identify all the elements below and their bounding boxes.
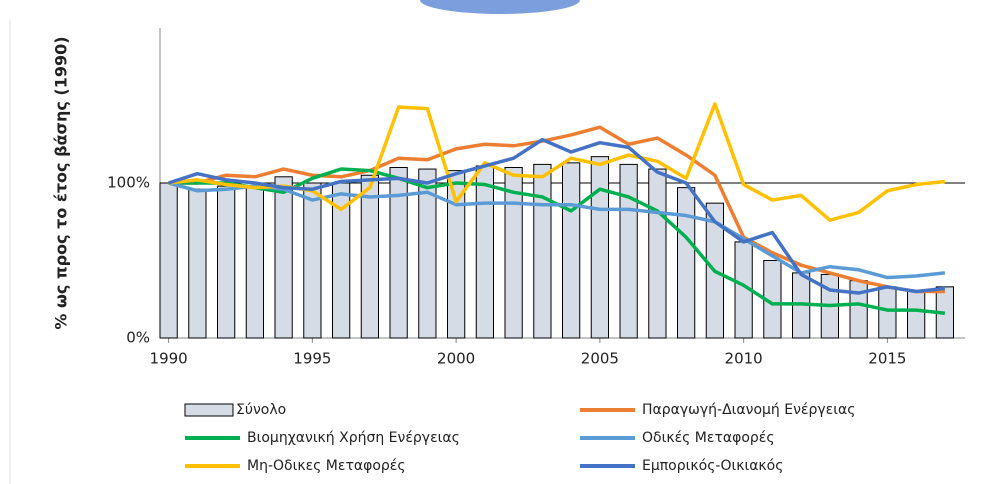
x-tick-label: 2010 [725, 350, 763, 368]
bar [418, 168, 437, 339]
y-tick-label: 100% [107, 174, 150, 192]
y-axis-label: % ως προς το έτος βάσης (1990) [52, 36, 71, 329]
bar [447, 170, 466, 339]
bar [677, 187, 696, 339]
line [168, 137, 946, 295]
legend-label: Μη-Οδικες Μεταφορές [247, 458, 406, 474]
x-tick-label: 1995 [293, 350, 331, 368]
bar [360, 174, 379, 339]
bar [217, 185, 236, 339]
bar [188, 188, 207, 339]
line [168, 181, 946, 280]
bar [619, 163, 638, 339]
bar [533, 163, 552, 339]
bar [648, 168, 667, 339]
legend-swatch [184, 403, 234, 417]
x-tick-label: 2015 [868, 350, 906, 368]
x-tick-label: 1990 [150, 350, 188, 368]
bar [849, 280, 868, 339]
decoration [420, 0, 580, 14]
y-tick-label: 0% [126, 329, 150, 347]
legend-label: Οδικές Μεταφορές [642, 430, 775, 446]
bar [475, 165, 494, 339]
bar [590, 156, 609, 339]
bar [274, 176, 293, 339]
legend-label: Εμπορικός-Οικιακός [642, 458, 783, 474]
x-tick-label: 2000 [437, 350, 475, 368]
bar [389, 167, 408, 339]
bar [303, 182, 322, 339]
bar [159, 182, 178, 339]
legend-label: Βιομηχανική Χρήση Ενέργειας [247, 430, 460, 446]
bar [907, 291, 926, 339]
x-tick-label: 2005 [581, 350, 619, 368]
bar [504, 167, 523, 339]
legend-label: Παραγωγή-Διανομή Ενέργειας [642, 402, 855, 418]
bar [562, 162, 581, 339]
legend-label: Σύνολο [236, 402, 286, 418]
bar [878, 286, 897, 339]
bar [245, 187, 264, 339]
